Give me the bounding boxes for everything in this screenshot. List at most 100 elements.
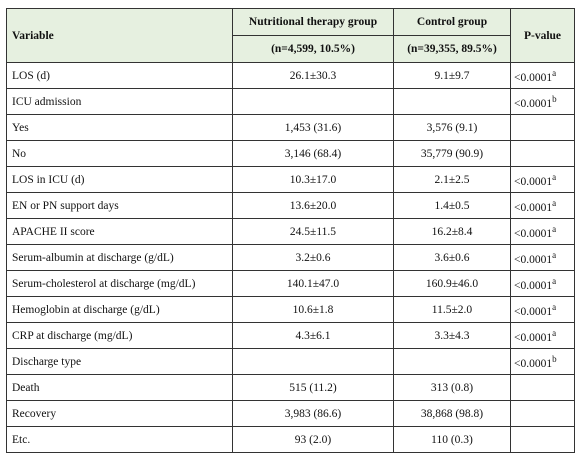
variable-cell: ICU admission [6,88,233,115]
table-row: LOS in ICU (d) 10.3±17.0 2.1±2.5 <0.0001a [6,166,575,193]
p-cell: <0.0001b [510,88,575,115]
table-row: CRP at discharge (mg/dL) 4.3±6.1 3.3±4.3 <0… [6,322,575,349]
nt-cell: 140.1±47.0 [232,270,394,297]
ctrl-cell: 3.6±0.6 [393,244,511,271]
p-cell: <0.0001a [510,192,575,219]
p-cell [510,140,575,167]
variable-cell: Death [6,374,233,401]
nt-cell: 13.6±20.0 [232,192,394,219]
ctrl-cell: 1.4±0.5 [393,192,511,219]
variable-cell: Yes [6,114,233,141]
nt-cell [232,348,394,375]
nt-cell: 10.3±17.0 [232,166,394,193]
nt-cell: 93 (2.0) [232,426,394,453]
p-value: <0.0001 [514,175,553,188]
table-row: Etc. 93 (2.0) 110 (0.3) [6,426,575,453]
nt-cell: 10.6±1.8 [232,296,394,323]
p-footnote: a [552,327,557,338]
table-row: No 3,146 (68.4) 35,779 (90.9) [6,140,575,167]
variable-cell: APACHE II score [6,218,233,245]
p-footnote: a [552,171,557,182]
ctrl-cell: 2.1±2.5 [393,166,511,193]
variable-cell: EN or PN support days [6,192,233,219]
header-variable: Variable [6,8,233,63]
p-footnote: b [552,93,557,104]
variable-cell: No [6,140,233,167]
ctrl-cell: 16.2±8.4 [393,218,511,245]
p-value: <0.0001 [514,253,553,266]
p-value: <0.0001 [514,331,553,344]
p-footnote: a [552,275,557,286]
table-row: Discharge type <0.0001b [6,348,575,375]
table-row: EN or PN support days 13.6±20.0 1.4±0.5 <0.… [6,192,575,219]
p-footnote: a [552,223,557,234]
p-footnote: a [552,197,557,208]
ctrl-cell: 3.3±4.3 [393,322,511,349]
variable-cell: Etc. [6,426,233,453]
variable-cell: Serum-cholesterol at discharge (mg/dL) [6,270,233,297]
ctrl-cell: 160.9±46.0 [393,270,511,297]
p-value: <0.0001 [514,305,553,318]
nt-cell: 3.2±0.6 [232,244,394,271]
p-cell [510,400,575,427]
p-value: <0.0001 [514,357,553,370]
header-ctrl: Control group [393,8,511,36]
p-cell: <0.0001a [510,270,575,297]
table-row: Yes 1,453 (31.6) 3,576 (9.1) [6,114,575,141]
data-table: Variable Nutritional therapy group Contr… [6,8,575,453]
p-value: <0.0001 [514,279,553,292]
nt-cell: 26.1±30.3 [232,62,394,89]
p-cell: <0.0001a [510,62,575,89]
nt-cell: 3,146 (68.4) [232,140,394,167]
p-footnote: b [552,353,557,364]
p-value: <0.0001 [514,71,553,84]
ctrl-cell: 3,576 (9.1) [393,114,511,141]
header-nt: Nutritional therapy group [232,8,394,36]
ctrl-cell: 110 (0.3) [393,426,511,453]
nt-cell: 515 (11.2) [232,374,394,401]
table-row: Recovery 3,983 (86.6) 38,868 (98.8) [6,400,575,427]
p-cell: <0.0001a [510,218,575,245]
table-row: Death 515 (11.2) 313 (0.8) [6,374,575,401]
table-body: LOS (d) 26.1±30.3 9.1±9.7 <0.0001a ICU admis… [6,62,575,453]
p-cell [510,426,575,453]
table-row: ICU admission <0.0001b [6,88,575,115]
p-cell [510,374,575,401]
nt-cell: 24.5±11.5 [232,218,394,245]
variable-cell: Hemoglobin at discharge (g/dL) [6,296,233,323]
p-value: <0.0001 [514,201,553,214]
variable-cell: LOS (d) [6,62,233,89]
ctrl-cell: 313 (0.8) [393,374,511,401]
p-value: <0.0001 [514,227,553,240]
p-footnote: a [552,301,557,312]
variable-cell: Discharge type [6,348,233,375]
nt-cell: 1,453 (31.6) [232,114,394,141]
ctrl-cell: 38,868 (98.8) [393,400,511,427]
variable-cell: LOS in ICU (d) [6,166,233,193]
variable-cell: Serum-albumin at discharge (g/dL) [6,244,233,271]
table-row: LOS (d) 26.1±30.3 9.1±9.7 <0.0001a [6,62,575,89]
p-footnote: a [552,67,557,78]
p-cell: <0.0001b [510,348,575,375]
header-p: P-value [510,8,575,63]
p-cell: <0.0001a [510,166,575,193]
table-row: Serum-albumin at discharge (g/dL) 3.2±0.6… [6,244,575,271]
ctrl-cell: 35,779 (90.9) [393,140,511,167]
table-row: Serum-cholesterol at discharge (mg/dL) 14… [6,270,575,297]
ctrl-cell [393,348,511,375]
p-cell [510,114,575,141]
ctrl-cell: 9.1±9.7 [393,62,511,89]
p-cell: <0.0001a [510,296,575,323]
p-footnote: a [552,249,557,260]
p-cell: <0.0001a [510,322,575,349]
variable-cell: Recovery [6,400,233,427]
nt-cell [232,88,394,115]
table-row: APACHE II score 24.5±11.5 16.2±8.4 <0.0001a [6,218,575,245]
p-value: <0.0001 [514,97,553,110]
ctrl-cell [393,88,511,115]
p-cell: <0.0001a [510,244,575,271]
header-ctrl-n: (n=39,355, 89.5%) [393,35,511,63]
header-nt-n: (n=4,599, 10.5%) [232,35,394,63]
variable-cell: CRP at discharge (mg/dL) [6,322,233,349]
